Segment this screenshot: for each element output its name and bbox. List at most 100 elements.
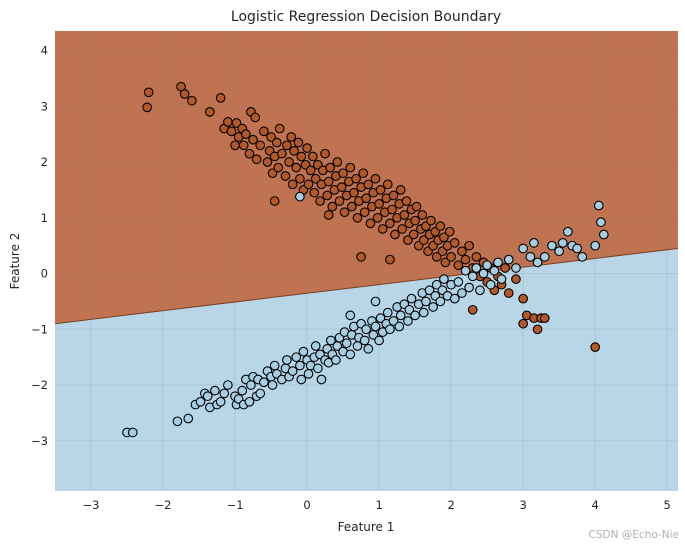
point-class-1: [307, 151, 318, 162]
point-class-1: [269, 196, 280, 206]
point-class-1: [418, 235, 429, 245]
point-class-0: [395, 310, 406, 321]
point-class-0: [363, 343, 374, 354]
point-class-0: [431, 279, 442, 290]
point-class-1: [309, 187, 320, 198]
point-class-1: [435, 221, 446, 232]
point-class-1: [375, 185, 386, 195]
point-class-0: [255, 388, 266, 399]
x-tick-label: 4: [592, 498, 599, 512]
point-class-1: [457, 246, 467, 257]
point-class-0: [410, 310, 420, 321]
point-class-0: [406, 293, 417, 304]
point-class-0: [593, 200, 604, 211]
point-class-1: [382, 179, 393, 190]
point-class-0: [202, 391, 213, 402]
x-tick-label: 3: [519, 498, 526, 512]
point-class-1: [250, 112, 261, 123]
point-class-1: [460, 254, 471, 265]
point-class-1: [186, 95, 197, 106]
point-class-1: [385, 218, 395, 229]
x-tick-label: 0: [303, 498, 310, 512]
x-tick-label: −1: [227, 498, 244, 512]
point-class-0: [370, 296, 381, 307]
point-class-0: [418, 307, 429, 318]
point-class-1: [315, 196, 325, 206]
point-class-1: [395, 185, 406, 195]
point-class-0: [127, 427, 138, 438]
point-class-1: [408, 229, 419, 240]
point-class-1: [446, 251, 456, 262]
point-class-0: [246, 380, 256, 390]
point-class-1: [230, 140, 240, 151]
point-class-0: [267, 380, 278, 390]
point-class-1: [449, 238, 460, 248]
point-class-1: [273, 162, 284, 173]
point-class-1: [411, 201, 422, 212]
point-class-1: [327, 201, 338, 212]
point-class-0: [449, 293, 460, 304]
point-class-0: [457, 288, 467, 298]
point-class-0: [489, 265, 500, 276]
point-class-0: [345, 310, 356, 321]
point-class-0: [269, 360, 280, 371]
point-class-0: [493, 257, 503, 268]
point-class-1: [339, 207, 350, 218]
point-class-1: [346, 201, 357, 212]
point-class-1: [467, 304, 478, 315]
point-class-1: [310, 173, 321, 184]
point-class-1: [259, 126, 269, 137]
point-class-1: [401, 196, 412, 206]
point-class-0: [557, 238, 568, 248]
point-class-0: [475, 285, 485, 296]
point-class-1: [417, 210, 428, 220]
point-class-1: [282, 140, 292, 151]
x-tick-label: 1: [375, 498, 382, 512]
point-class-1: [179, 89, 190, 99]
point-class-1: [305, 165, 316, 176]
y-tick-label: 4: [41, 44, 48, 58]
point-class-1: [332, 157, 343, 167]
point-class-1: [334, 196, 345, 206]
watermark: CSDN @Echo-Nie: [589, 529, 679, 541]
point-class-0: [572, 243, 583, 254]
point-class-1: [255, 140, 266, 151]
point-class-0: [331, 355, 341, 365]
y-axis-ticks: −3 −2 −1 0 1 2 3 4: [31, 44, 48, 448]
point-class-0: [259, 377, 269, 388]
point-class-0: [598, 229, 609, 240]
point-class-1: [426, 215, 436, 226]
point-class-0: [195, 396, 206, 407]
point-class-0: [296, 374, 307, 385]
point-class-1: [238, 140, 249, 151]
point-class-1: [244, 148, 255, 159]
point-class-1: [358, 168, 369, 179]
point-class-1: [397, 224, 408, 234]
point-class-0: [467, 271, 478, 282]
point-class-0: [525, 251, 536, 262]
x-tick-label: 5: [664, 498, 671, 512]
point-class-0: [183, 413, 194, 424]
point-class-1: [338, 168, 348, 179]
point-class-1: [241, 129, 251, 140]
point-class-1: [266, 132, 276, 142]
point-class-1: [385, 254, 395, 265]
point-class-0: [295, 360, 305, 371]
point-class-1: [287, 179, 298, 190]
point-class-1: [363, 179, 374, 190]
point-class-1: [284, 157, 294, 167]
point-class-0: [310, 341, 321, 351]
point-class-1: [453, 260, 464, 271]
point-class-0: [345, 349, 356, 360]
point-class-1: [267, 168, 278, 179]
point-class-0: [460, 265, 471, 276]
point-class-0: [421, 296, 431, 307]
point-class-1: [231, 118, 242, 128]
point-class-1: [403, 235, 413, 245]
point-class-1: [370, 173, 381, 184]
point-class-0: [547, 240, 557, 251]
point-class-1: [590, 342, 601, 352]
point-class-0: [554, 246, 565, 257]
point-class-0: [562, 226, 573, 237]
point-class-0: [388, 316, 399, 326]
